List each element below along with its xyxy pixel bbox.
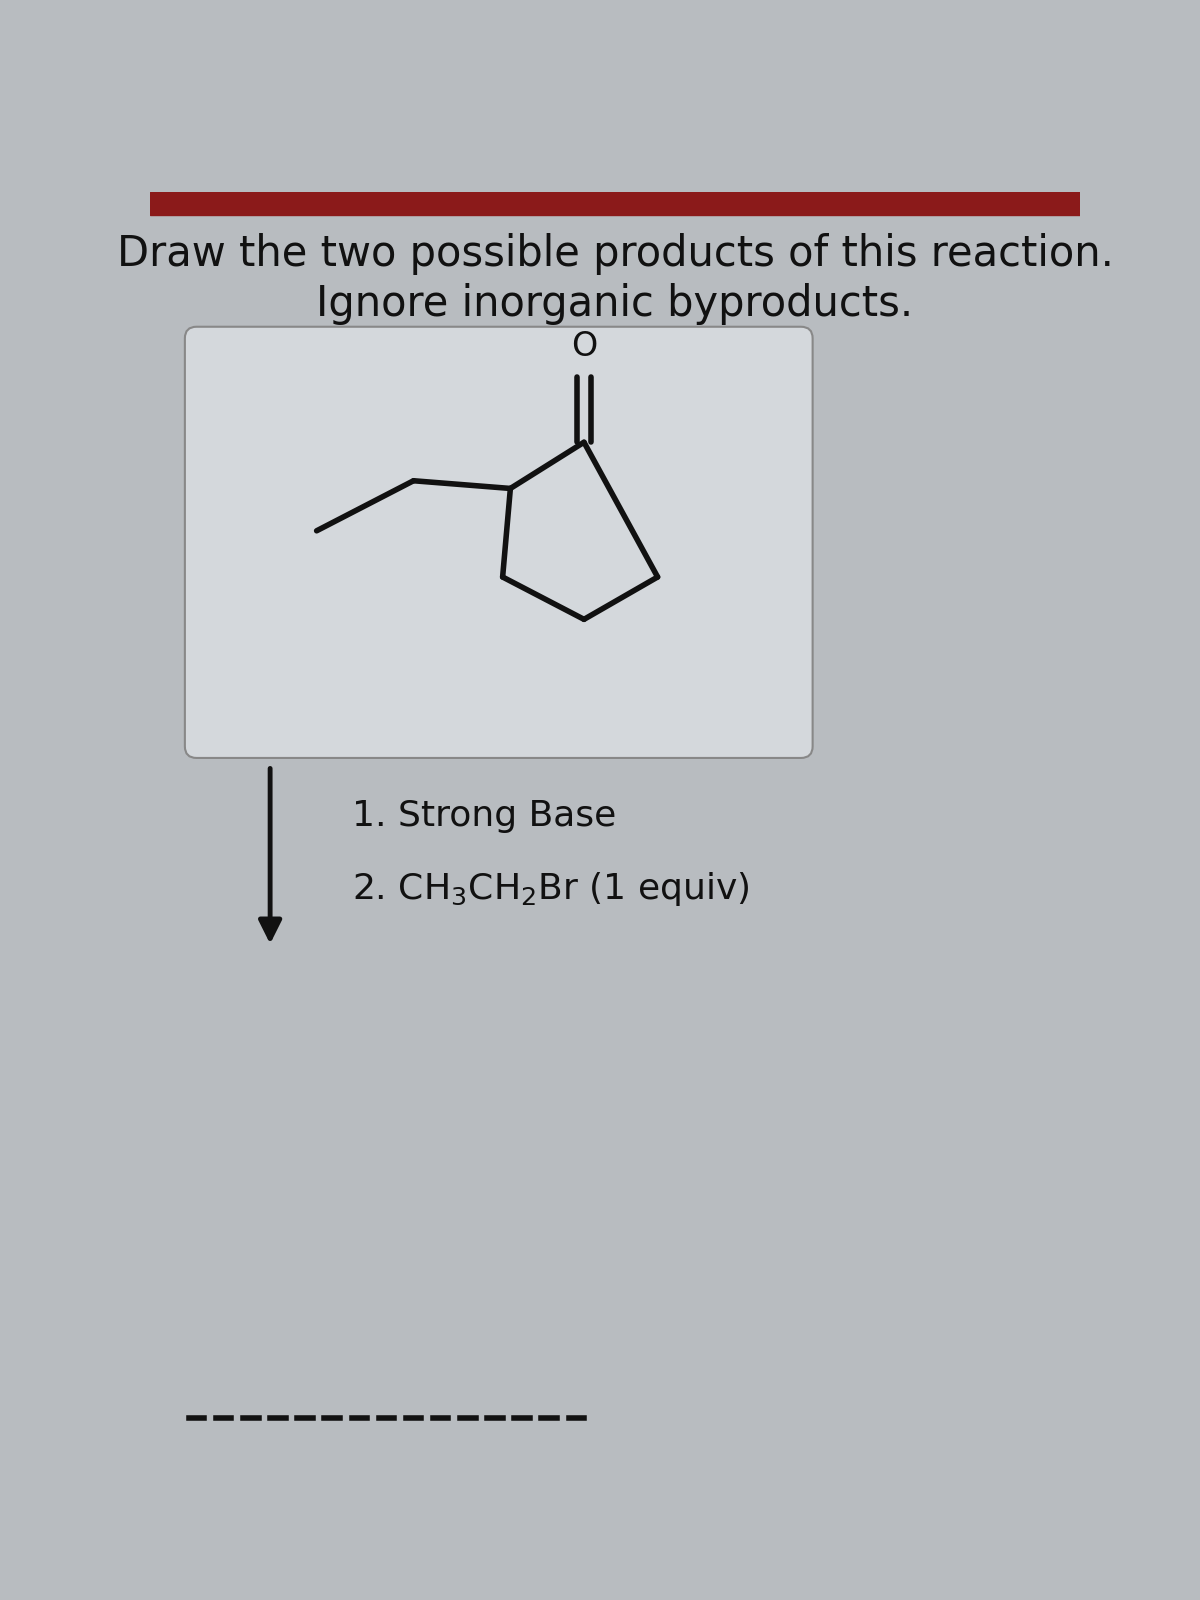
FancyBboxPatch shape (185, 326, 812, 758)
Text: O: O (571, 330, 598, 363)
Text: Ignore inorganic byproducts.: Ignore inorganic byproducts. (317, 283, 913, 325)
Text: 1. Strong Base: 1. Strong Base (352, 798, 616, 832)
Text: 2. $\mathregular{CH_3CH_2Br}$ (1 equiv): 2. $\mathregular{CH_3CH_2Br}$ (1 equiv) (352, 870, 749, 907)
Text: Draw the two possible products of this reaction.: Draw the two possible products of this r… (116, 232, 1114, 275)
Bar (150, 192, 1080, 214)
